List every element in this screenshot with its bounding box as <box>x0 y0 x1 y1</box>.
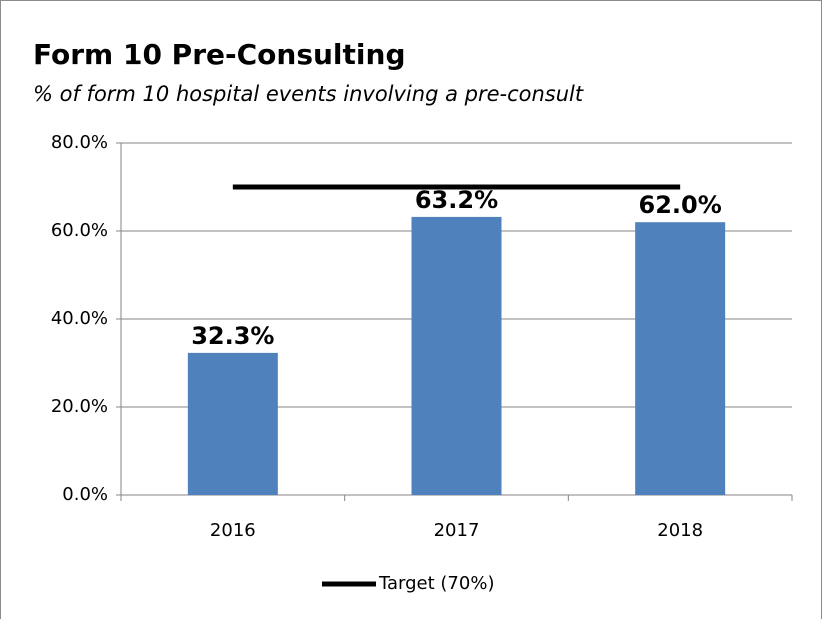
y-tick-label: 40.0% <box>51 308 108 329</box>
bar <box>411 216 502 496</box>
chart-subtitle: % of form 10 hospital events involving a… <box>33 82 584 106</box>
data-label: 63.2% <box>415 186 498 214</box>
legend-label: Target (70%) <box>378 573 494 594</box>
bar <box>635 222 726 495</box>
data-label: 62.0% <box>639 191 722 219</box>
x-tick-label: 2016 <box>210 520 256 541</box>
bar <box>187 352 278 495</box>
y-tick-label: 60.0% <box>51 220 108 241</box>
x-tick-label: 2018 <box>657 520 703 541</box>
y-tick-label: 0.0% <box>62 484 108 505</box>
data-label: 32.3% <box>191 322 274 350</box>
y-tick-label: 80.0% <box>51 132 108 153</box>
y-tick-label: 20.0% <box>51 396 108 417</box>
chart-title: Form 10 Pre-Consulting <box>33 38 406 71</box>
x-tick-label: 2017 <box>434 520 480 541</box>
